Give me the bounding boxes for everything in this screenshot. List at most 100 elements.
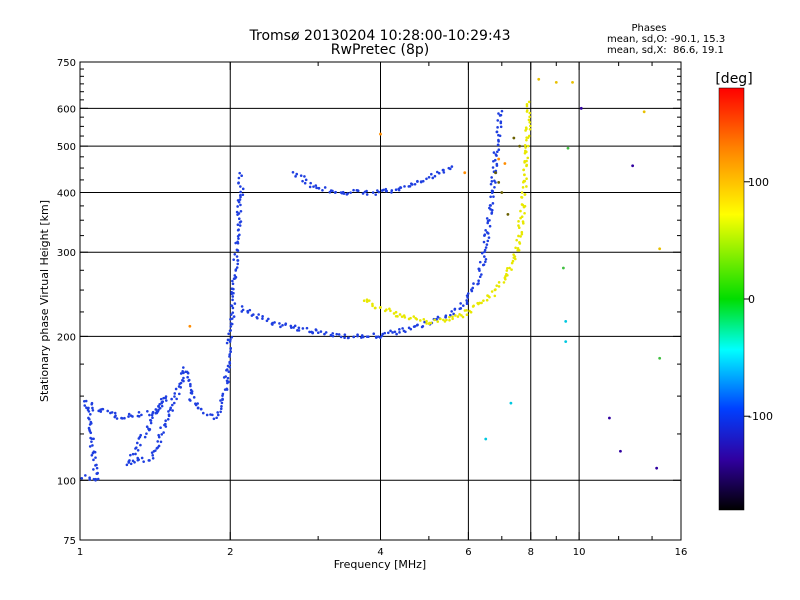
- data-point: [519, 235, 522, 238]
- data-point: [148, 459, 151, 462]
- x-tick-label: 10: [573, 547, 586, 558]
- data-point: [154, 412, 157, 415]
- data-point: [497, 112, 500, 115]
- data-point: [142, 460, 145, 463]
- data-point: [480, 302, 483, 305]
- data-point: [344, 333, 347, 336]
- data-point: [139, 444, 142, 447]
- data-point: [295, 173, 298, 176]
- y-tick-label: 750: [57, 58, 76, 69]
- data-point: [490, 176, 493, 179]
- data-point: [472, 282, 475, 285]
- data-point: [395, 333, 398, 336]
- data-point: [499, 122, 502, 125]
- data-point: [399, 313, 402, 316]
- data-point: [477, 279, 480, 282]
- data-point: [658, 357, 661, 360]
- data-point: [500, 191, 503, 194]
- data-point: [499, 134, 502, 137]
- y-tick-label: 75: [63, 536, 76, 547]
- data-point: [95, 464, 98, 467]
- data-point: [377, 191, 380, 194]
- data-point: [136, 442, 139, 445]
- data-point: [366, 193, 369, 196]
- data-point: [229, 329, 232, 332]
- data-point: [471, 287, 474, 290]
- data-point: [236, 211, 239, 214]
- data-point: [96, 472, 99, 475]
- data-point: [165, 425, 168, 428]
- data-point: [239, 198, 242, 201]
- data-point: [491, 211, 494, 214]
- data-point: [527, 145, 530, 148]
- data-point: [389, 309, 392, 312]
- data-point: [231, 295, 234, 298]
- data-point: [414, 183, 417, 186]
- data-point: [221, 398, 224, 401]
- data-point: [320, 330, 323, 333]
- data-point: [571, 81, 574, 84]
- data-point: [236, 249, 239, 252]
- data-point: [231, 311, 234, 314]
- data-point: [515, 239, 518, 242]
- data-point: [83, 404, 86, 407]
- data-point: [89, 445, 92, 448]
- data-point: [517, 247, 520, 250]
- data-point: [342, 191, 345, 194]
- data-point: [486, 231, 489, 234]
- data-point: [400, 186, 403, 189]
- data-point: [151, 416, 154, 419]
- data-point: [526, 157, 529, 160]
- data-point: [236, 263, 239, 266]
- data-point: [454, 314, 457, 317]
- data-point: [430, 173, 433, 176]
- x-tick-label: 1: [77, 547, 83, 558]
- data-point: [236, 259, 239, 262]
- data-point: [233, 274, 236, 277]
- y-axis-label: Stationary phase Virtual Height [km]: [38, 200, 51, 402]
- data-point: [387, 331, 390, 334]
- data-point: [352, 189, 355, 192]
- data-point: [501, 110, 504, 113]
- colorbar-tick-label: 0: [748, 293, 755, 306]
- data-point: [213, 417, 216, 420]
- data-point: [90, 437, 93, 440]
- data-point: [85, 400, 88, 403]
- data-point: [495, 284, 498, 287]
- data-point: [303, 175, 306, 178]
- data-point: [366, 335, 369, 338]
- data-point: [506, 274, 509, 277]
- data-point: [157, 405, 160, 408]
- data-point: [443, 171, 446, 174]
- data-point: [271, 323, 274, 326]
- data-point: [522, 186, 525, 189]
- data-point: [479, 275, 482, 278]
- data-point: [524, 205, 527, 208]
- data-point: [123, 417, 126, 420]
- data-point: [292, 171, 295, 174]
- data-point: [562, 267, 565, 270]
- x-tick-labels: 1 2 4 6 8 10 16: [77, 547, 688, 558]
- data-point: [156, 440, 159, 443]
- data-point: [465, 299, 468, 302]
- data-point: [491, 290, 494, 293]
- data-point: [334, 191, 337, 194]
- data-point: [261, 315, 264, 318]
- data-point: [524, 180, 527, 183]
- data-point: [227, 365, 230, 368]
- data-point: [524, 144, 527, 147]
- stats-heading: Phases: [631, 23, 666, 34]
- data-point: [230, 291, 233, 294]
- data-point: [416, 180, 419, 183]
- data-point: [256, 317, 259, 320]
- data-point: [231, 305, 234, 308]
- data-point: [170, 398, 173, 401]
- data-point: [227, 377, 230, 380]
- data-point: [304, 182, 307, 185]
- data-point: [149, 419, 152, 422]
- data-point: [188, 325, 191, 328]
- data-point: [239, 221, 242, 224]
- data-point: [162, 431, 165, 434]
- data-point: [523, 212, 526, 215]
- data-point: [158, 445, 161, 448]
